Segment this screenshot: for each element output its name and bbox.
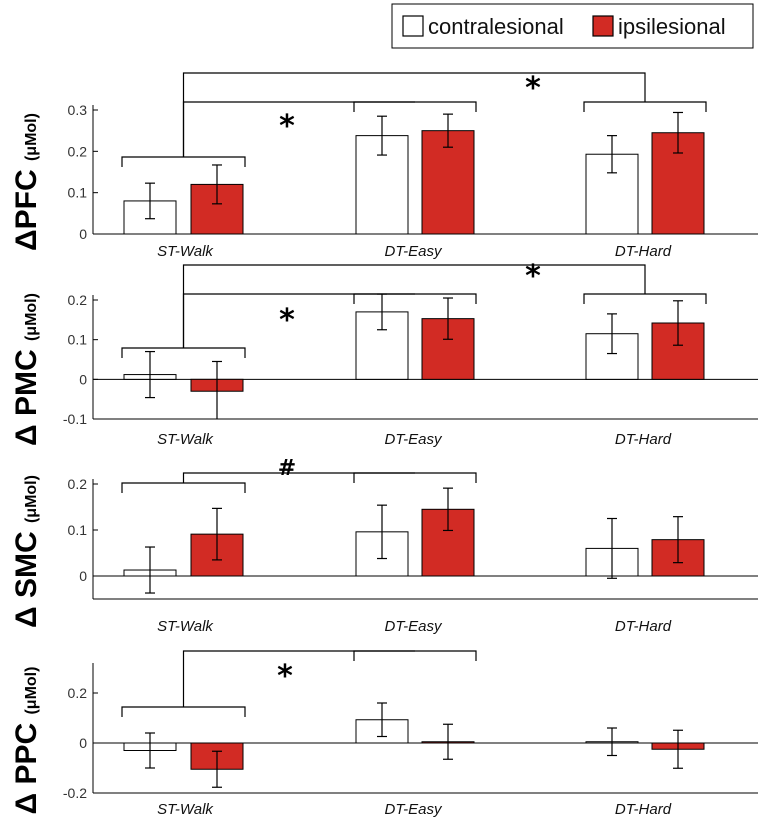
y-tick-label: 0.1 xyxy=(68,332,88,348)
y-axis-label: Δ SMC (μMol) xyxy=(10,475,43,628)
category-label: ST-Walk xyxy=(157,801,214,818)
category-label: ST-Walk xyxy=(157,243,214,260)
significance-bracket xyxy=(182,472,415,483)
y-tick-label: 0.3 xyxy=(68,102,88,118)
y-tick-label: 0 xyxy=(79,226,87,242)
chart-panel-4: -0.2 0 0.2 ST-Walk DT-Easy DT-Hard * Δ PPC (μMo… xyxy=(10,650,758,818)
y-axis-label: Δ PPC (μMol) xyxy=(10,667,43,815)
significance-symbol: * xyxy=(525,259,541,294)
category-label: ST-Walk xyxy=(157,431,214,448)
significance-symbol: * xyxy=(279,303,295,338)
y-tick-label: 0.1 xyxy=(68,185,88,201)
category-label: ST-Walk xyxy=(157,618,214,635)
bracket-group xyxy=(353,472,477,483)
category-label: DT-Hard xyxy=(615,618,672,635)
significance-symbol: * xyxy=(277,659,293,694)
bracket-group xyxy=(121,347,246,358)
significance-bracket xyxy=(182,264,646,348)
category-label: DT-Easy xyxy=(385,431,443,448)
legend-swatch-ipsilesional xyxy=(592,15,614,37)
y-tick-label: -0.1 xyxy=(63,411,87,427)
category-label: DT-Hard xyxy=(615,801,672,818)
bar-ipsilesional xyxy=(421,130,475,235)
y-tick-label: 0.2 xyxy=(68,685,88,701)
y-axis-label: ΔPFC (μMol) xyxy=(10,113,43,251)
bracket-group xyxy=(583,293,707,304)
y-tick-label: 0.2 xyxy=(68,476,88,492)
y-tick-label: 0 xyxy=(79,371,87,387)
significance-bracket xyxy=(182,72,646,157)
significance-symbol: * xyxy=(525,71,541,106)
legend-label-contralesional: contralesional xyxy=(428,14,564,39)
y-tick-label: 0.2 xyxy=(68,292,88,308)
significance-symbol: * xyxy=(279,109,295,144)
legend-swatch-contralesional xyxy=(402,15,424,37)
y-tick-label: 0.2 xyxy=(68,143,88,159)
category-label: DT-Easy xyxy=(385,243,443,260)
legend-label-ipsilesional: ipsilesional xyxy=(618,14,726,39)
significance-symbol: # xyxy=(278,456,296,481)
y-tick-label: 0 xyxy=(79,735,87,751)
significance-bracket xyxy=(182,650,415,707)
y-tick-label: 0.1 xyxy=(68,522,88,538)
y-tick-label: -0.2 xyxy=(63,785,87,801)
y-tick-label: 0 xyxy=(79,568,87,584)
chart-panel-2: -0.1 0 0.1 0.2 ST-Walk DT-Easy DT-Hard * * Δ PMC … xyxy=(10,259,758,448)
bracket-group xyxy=(121,706,246,717)
category-label: DT-Hard xyxy=(615,431,672,448)
y-axis-label: Δ PMC (μMol) xyxy=(10,293,43,446)
bracket-group xyxy=(353,650,477,661)
bracket-group xyxy=(121,156,246,167)
chart-panel-1: 0 0.1 0.2 0.3 ST-Walk DT-Easy DT-Hard * * ΔPFC (μ… xyxy=(10,71,758,260)
chart-panel-3: 0 0.1 0.2 ST-Walk DT-Easy DT-Hard # Δ SMC (μMol… xyxy=(10,456,758,635)
bracket-group xyxy=(353,293,477,304)
bracket-group xyxy=(583,101,707,112)
category-label: DT-Easy xyxy=(385,801,443,818)
category-label: DT-Hard xyxy=(615,243,672,260)
category-label: DT-Easy xyxy=(385,618,443,635)
bracket-group xyxy=(353,101,477,112)
bracket-group xyxy=(121,482,246,493)
legend: contralesional ipsilesional xyxy=(391,3,754,49)
